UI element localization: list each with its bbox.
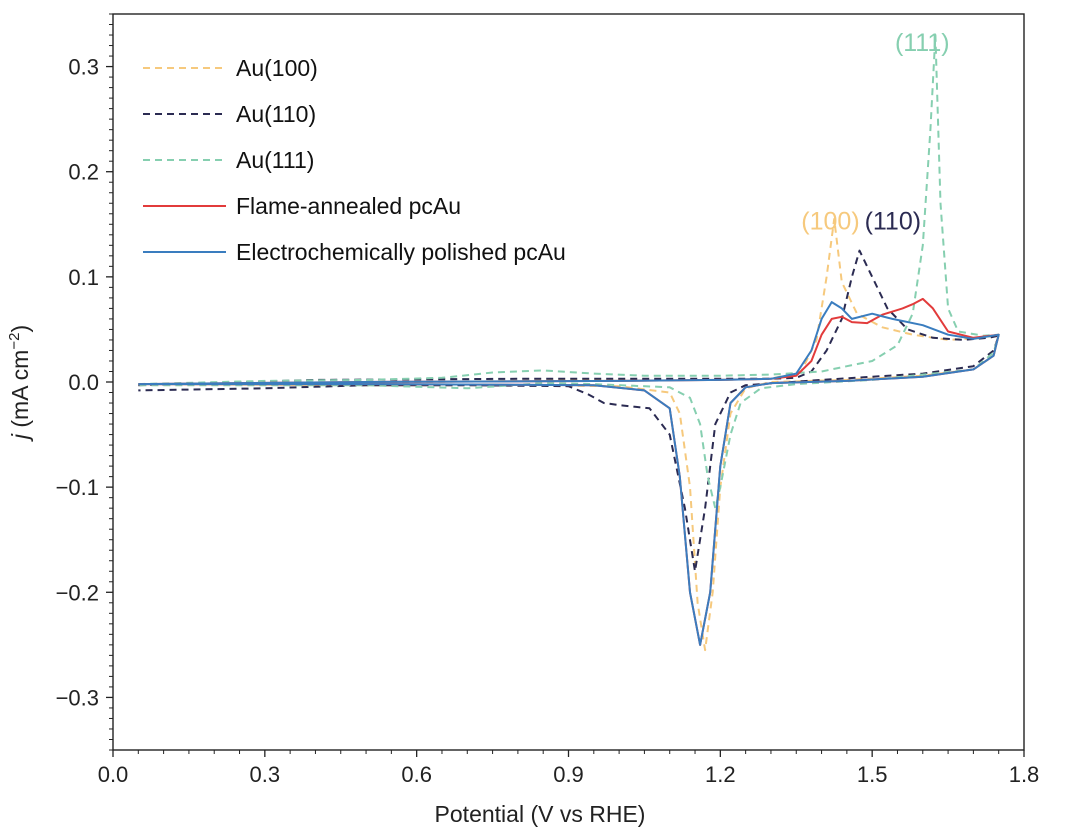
y-tick-label: −0.1 bbox=[56, 475, 99, 500]
x-axis-label: Potential (V vs RHE) bbox=[435, 801, 646, 827]
y-tick-label: 0.1 bbox=[68, 265, 99, 290]
series-line-au-111 bbox=[138, 34, 1000, 510]
peak-label: (100) bbox=[801, 208, 859, 236]
y-tick-label: 0.0 bbox=[68, 370, 99, 395]
legend-label: Flame-annealed pcAu bbox=[236, 193, 461, 219]
series-line-electrochemically-polished-pcau bbox=[138, 301, 1000, 646]
legend-label: Au(111) bbox=[236, 147, 314, 173]
y-axis-label-symbol: j bbox=[7, 433, 33, 442]
y-axis-label-exponent: −2 bbox=[6, 333, 23, 350]
y-tick-label: −0.3 bbox=[56, 685, 99, 710]
legend-label: Au(110) bbox=[236, 101, 316, 127]
legend: Au(100) Au(110) Au(111) Flame-annealed pcAu… bbox=[143, 55, 566, 265]
legend-label: Electrochemically polished pcAu bbox=[236, 239, 566, 265]
series-line-au-100 bbox=[138, 218, 1000, 652]
x-tick-label: 1.8 bbox=[1009, 762, 1040, 787]
y-axis-label-close: ) bbox=[7, 325, 33, 333]
y-tick-label: 0.3 bbox=[68, 55, 99, 80]
y-axis-label: j (mA cm−2) bbox=[6, 325, 33, 442]
series-curves bbox=[138, 34, 1000, 652]
y-axis-label-unit: (mA cm bbox=[7, 350, 33, 434]
axis-ticks bbox=[106, 13, 1025, 757]
x-tick-label: 1.2 bbox=[705, 762, 736, 787]
peak-annotations: (100) (110) (111) bbox=[801, 29, 949, 236]
y-tick-label: 0.2 bbox=[68, 160, 99, 185]
x-tick-label: 0.0 bbox=[98, 762, 129, 787]
x-tick-label: 0.9 bbox=[553, 762, 584, 787]
x-tick-label: 0.6 bbox=[401, 762, 432, 787]
x-tick-label: 0.3 bbox=[250, 762, 281, 787]
axis-tick-labels: 0.0 0.3 0.6 0.9 1.2 1.5 1.8 −0.3 −0.2 −0.1 0.0 0.1 0… bbox=[56, 55, 1040, 787]
peak-label: (111) bbox=[895, 29, 950, 57]
peak-label: (110) bbox=[865, 208, 922, 236]
series-line-au-110 bbox=[138, 249, 1000, 573]
y-tick-label: −0.2 bbox=[56, 580, 99, 605]
x-tick-label: 1.5 bbox=[857, 762, 888, 787]
series-line-flame-annealed-pcau bbox=[138, 297, 1000, 646]
legend-label: Au(100) bbox=[236, 55, 318, 81]
